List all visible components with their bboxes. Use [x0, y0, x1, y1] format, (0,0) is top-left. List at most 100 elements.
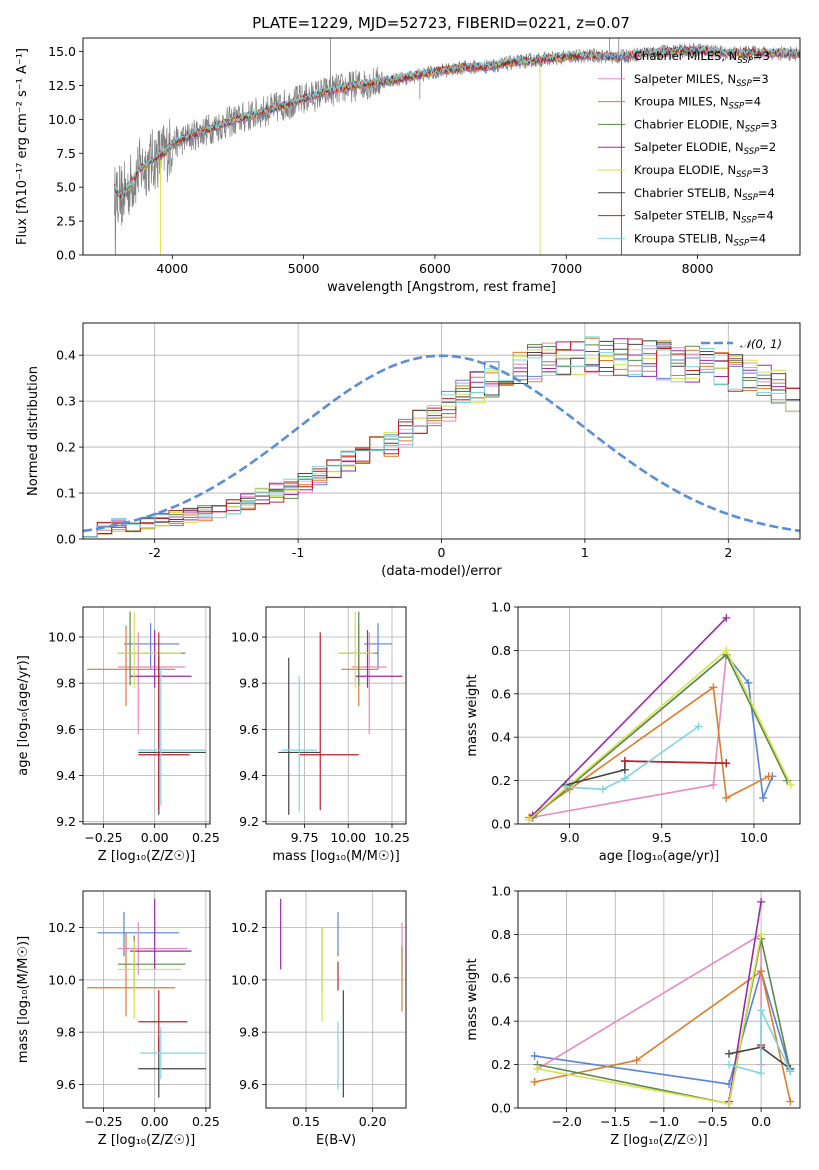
weight-line: [528, 685, 770, 819]
legend-label-sub: SSP: [729, 102, 745, 112]
legend-label: Kroupa MILES, NSSP=4: [634, 95, 761, 112]
y-tick-label: 10.0: [48, 630, 76, 645]
legend-label: Salpeter STELIB, NSSP=4: [634, 209, 774, 226]
legend-label-text: Salpeter MILES, N: [634, 72, 736, 86]
x-tick-label: 0.25: [192, 1114, 220, 1129]
legend-label-tail: =4: [758, 186, 775, 200]
weight-line: [565, 725, 700, 791]
age_vs_mass-errorbars: [278, 611, 403, 815]
x-axis-label: wavelength [Angstrom, rest frame]: [327, 280, 556, 295]
x-axis-label: Z [log₁₀(Z/Z☉)]: [98, 1133, 195, 1148]
histogram-series: [83, 336, 800, 538]
y-tick-label: 0.8: [491, 643, 511, 658]
x-tick-label: -2: [148, 545, 160, 560]
mass_vs_EBV-axes: 0.15 0.20 9.6 9.8 10.0 10.2: [231, 891, 406, 1129]
y-tick-label: 9.8: [239, 676, 259, 691]
y-tick-label: 9.4: [56, 768, 76, 783]
legend-label: Chabrier ELODIE, NSSP=3: [634, 117, 777, 134]
age_vs_mass-frame: [265, 606, 407, 825]
y-tick-label: 1.0: [491, 884, 511, 899]
y-tick-label: 10.2: [48, 920, 76, 935]
x-tick-label: 0.15: [292, 1114, 320, 1129]
legend-label-text: Kroupa ELODIE, N: [634, 163, 736, 177]
weight-point: [709, 780, 718, 789]
y-axis-label: Flux [fλ10⁻¹⁷ erg cm⁻² s⁻¹ A⁻¹]: [15, 48, 30, 245]
legend-label-tail: =4: [744, 95, 761, 109]
y-tick-label: 0.3: [56, 394, 76, 409]
x-tick-label: 10.25: [374, 830, 410, 845]
y-axis-label: mass [log₁₀(M/M☉)]: [16, 936, 31, 1063]
weight-point: [744, 678, 753, 687]
normal-curve: [83, 354, 800, 533]
weight-point: [694, 722, 703, 731]
x-tick-label: 0.20: [359, 1114, 387, 1129]
x-tick-label: 9.5: [652, 830, 672, 845]
y-tick-label: 9.6: [56, 1077, 76, 1092]
legend-label-sub: SSP: [744, 147, 760, 157]
weight-point: [632, 1056, 641, 1065]
x-axis-label: E(B-V): [316, 1133, 356, 1148]
y-tick-label: 0.0: [491, 817, 511, 832]
weight-line: [536, 932, 762, 1070]
x-tick-label: −0.25: [84, 1114, 122, 1129]
weight-point: [757, 1006, 766, 1015]
y-tick-label: 0.6: [491, 970, 511, 985]
legend-label: Chabrier STELIB, NSSP=4: [634, 186, 775, 203]
y-axis-label: mass weight: [465, 958, 480, 1040]
legend-label-sub: SSP: [742, 193, 758, 203]
weight-point: [757, 930, 766, 939]
y-tick-label: 15.0: [48, 44, 76, 59]
y-tick-label: 1.0: [491, 600, 511, 615]
mass_vs_EBV-errorbars: [280, 898, 403, 1098]
weight-point: [786, 1067, 795, 1076]
weight-line: [532, 617, 727, 816]
weight-point: [709, 683, 718, 692]
weight-point: [561, 783, 570, 792]
x-tick-label: 8000: [682, 261, 714, 276]
x-axis-label: Z [log₁₀(Z/Z☉)]: [98, 849, 195, 864]
y-tick-label: 9.8: [56, 676, 76, 691]
weight-point: [620, 765, 629, 774]
x-tick-label: 10.00: [330, 830, 366, 845]
weight-point: [722, 646, 731, 655]
y-axis-label: age [log₁₀(age/yr)]: [16, 655, 31, 776]
weight-point: [525, 815, 534, 824]
model-spectrum-line: [114, 45, 800, 199]
weight-line: [534, 968, 792, 1085]
legend-label: Kroupa STELIB, NSSP=4: [634, 231, 766, 248]
x-axis-label: (data-model)/error: [381, 564, 502, 579]
legend-label-text: Chabrier MILES, N: [634, 49, 737, 63]
x-tick-label: 6000: [419, 261, 451, 276]
legend-label-text: Salpeter STELIB, N: [634, 209, 741, 223]
weight-line: [728, 901, 762, 1102]
age_vs_mass-axes: 9.75 10.00 10.25 9.2 9.4 9.6 9.8 10.0: [231, 607, 410, 845]
x-tick-label: 4000: [156, 261, 188, 276]
legend-label-tail: =2: [759, 140, 776, 154]
legend-label-sub: SSP: [745, 124, 761, 134]
y-tick-label: 10.2: [231, 920, 259, 935]
residuals-frame: [82, 322, 801, 540]
y-tick-label: 9.2: [56, 814, 76, 829]
weight-line: [728, 1010, 792, 1075]
spectrum-axes: 4000 5000 6000 7000 8000 0.0 2.5 5.0 7.5 10.0 12.5…: [48, 44, 713, 276]
legend-label-sub: SSP: [741, 216, 757, 226]
spectrum-lines: [114, 38, 800, 255]
x-tick-label: 0: [438, 545, 446, 560]
figure-title: PLATE=1229, MJD=52723, FIBERID=0221, z=0…: [252, 14, 630, 32]
legend-label-tail: =4: [757, 209, 774, 223]
legend-label-tail: =4: [749, 231, 766, 245]
y-tick-label: 0.2: [491, 1057, 511, 1072]
x-tick-label: -1: [292, 545, 304, 560]
residual-histograms: [83, 336, 800, 538]
weight-point: [530, 1077, 539, 1086]
weight-point: [598, 785, 607, 794]
massweight_vs_Z-lines: [530, 897, 795, 1108]
model-spectrum-line: [114, 45, 800, 198]
massweight_vs_Z-axes: −2.0 −1.5 −1.0 −0.5 0.0 0.0 0.2 0.4 0.6 0.8 1.0: [491, 884, 800, 1129]
weight-point: [722, 793, 731, 802]
legend-label: Salpeter ELODIE, NSSP=2: [634, 140, 776, 157]
legend-label-sub: SSP: [736, 170, 752, 180]
y-tick-label: 0.4: [56, 348, 76, 363]
